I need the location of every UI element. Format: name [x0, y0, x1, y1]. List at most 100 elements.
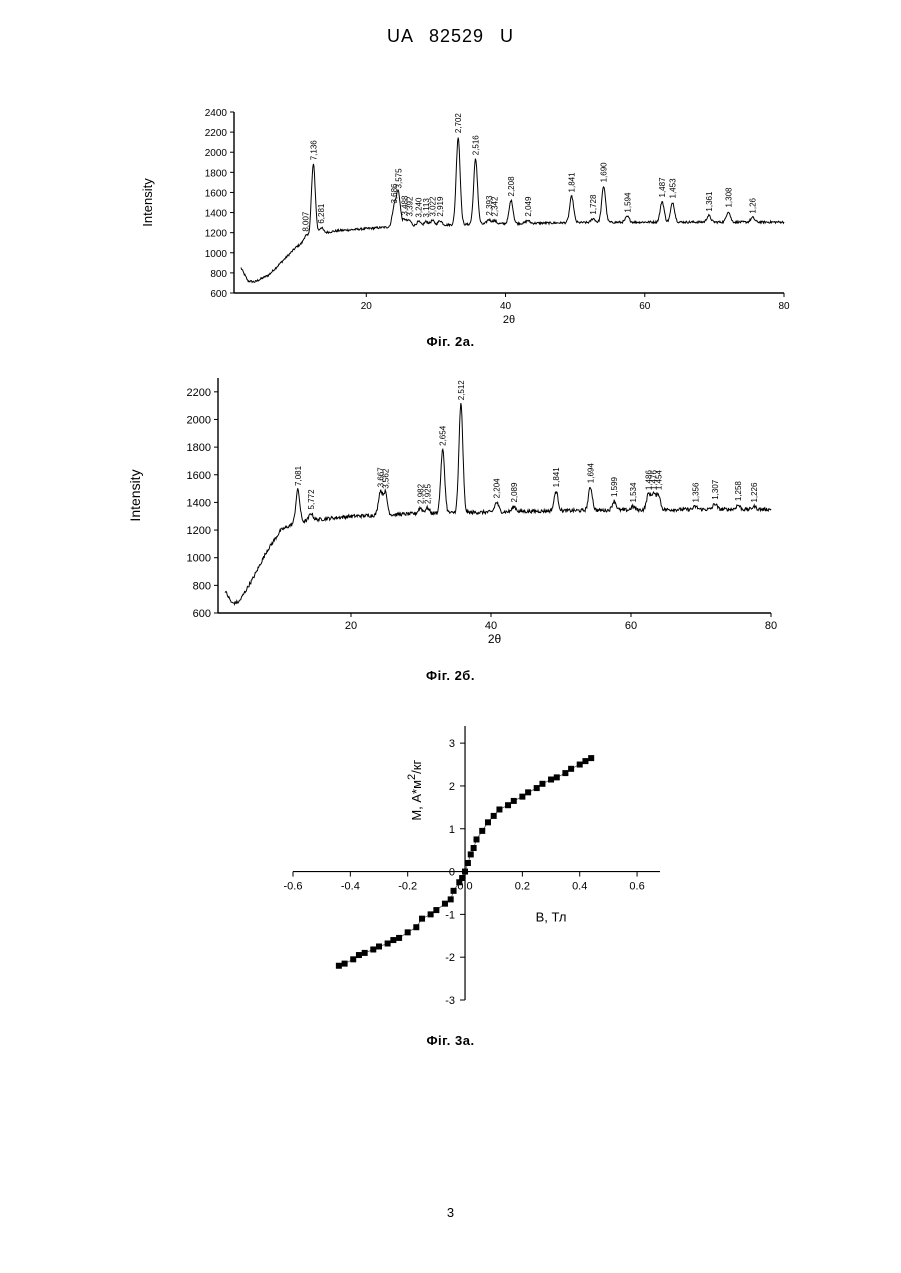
data-point	[356, 952, 362, 958]
y-tick-label: 1200	[187, 525, 211, 537]
peak-label: 1,694	[586, 463, 595, 484]
data-point	[479, 828, 485, 834]
caption-fig2a: Фіг. 2а.	[0, 334, 901, 349]
data-point	[539, 781, 545, 787]
peak-label: 1,26	[749, 197, 758, 213]
peak-label: 1,599	[610, 476, 619, 497]
peak-label: 3,392	[405, 196, 414, 217]
x-tick-label: -0.2	[398, 881, 417, 893]
y-tick-label: 1000	[205, 249, 228, 260]
peak-label: 3,575	[394, 168, 403, 189]
data-point	[505, 802, 511, 808]
xrd-chart-fig2b: 6008001000120014001600180020002200204060…	[0, 370, 901, 655]
y-tick-label: 0	[449, 867, 455, 879]
peak-label: 1,487	[658, 177, 667, 198]
x-axis-label: B, Тл	[536, 910, 567, 925]
x-tick-label: 0.4	[572, 881, 587, 893]
x-tick-label: 60	[639, 301, 651, 312]
peak-label: 1,308	[724, 187, 733, 208]
y-tick-label: 1800	[187, 442, 211, 454]
data-point	[582, 758, 588, 764]
x-tick-label: 60	[625, 620, 637, 632]
peak-label: 2,654	[439, 425, 448, 446]
magnetization-chart-fig3a: -0.6-0.4-0.20.00.20.40.6-3-2-10123B, ТлM…	[0, 720, 901, 1020]
caption-fig3a: Фіг. 3а.	[0, 1033, 901, 1048]
data-point	[471, 845, 477, 851]
x-tick-label: -0.6	[284, 881, 303, 893]
data-point	[362, 950, 368, 956]
x-tick-label: 20	[361, 301, 373, 312]
data-point	[496, 806, 502, 812]
peak-label: 1,534	[629, 482, 638, 503]
peak-label: 1,454	[654, 470, 663, 491]
data-point	[442, 901, 448, 907]
y-tick-label: 600	[210, 289, 227, 300]
data-point	[562, 770, 568, 776]
data-point	[548, 777, 554, 783]
y-tick-label: 1600	[187, 470, 211, 482]
data-point	[474, 836, 480, 842]
peak-label: 1,453	[669, 178, 678, 199]
peak-label: 1,594	[623, 192, 632, 213]
peak-label: 1,361	[705, 191, 714, 212]
y-tick-label: 1	[449, 824, 455, 836]
peak-label: 1,356	[691, 482, 700, 503]
peak-label: 8,007	[302, 211, 311, 232]
peak-label: 2,702	[454, 113, 463, 134]
data-point	[390, 937, 396, 943]
y-tick-label: 2	[449, 781, 455, 793]
y-tick-label: -1	[445, 909, 455, 921]
data-point	[554, 774, 560, 780]
peak-label: 7,081	[294, 465, 303, 486]
x-tick-label: 0.6	[629, 881, 644, 893]
data-point	[462, 869, 468, 875]
x-axis-label: 2θ	[503, 314, 515, 326]
data-point	[405, 929, 411, 935]
peak-label: 1,728	[589, 194, 598, 215]
y-tick-label: 800	[193, 580, 211, 592]
data-point	[485, 819, 491, 825]
peak-label: 2,208	[507, 176, 516, 197]
peak-label: 1,841	[552, 467, 561, 488]
x-tick-label: 80	[778, 301, 790, 312]
xrd-chart-fig2a: 6008001000120014001600180020002200240020…	[0, 95, 901, 330]
y-tick-label: 800	[210, 269, 227, 280]
y-tick-label: 2200	[205, 128, 228, 139]
y-tick-label: -2	[445, 952, 455, 964]
x-tick-label: 0.2	[515, 881, 530, 893]
data-point	[433, 907, 439, 913]
data-point	[519, 794, 525, 800]
peak-label: 2,512	[457, 380, 466, 401]
y-tick-label: 600	[193, 608, 211, 620]
x-tick-label: 40	[485, 620, 497, 632]
x-tick-label: 20	[345, 620, 357, 632]
x-tick-label: 40	[500, 301, 512, 312]
data-point	[385, 940, 391, 946]
data-point	[350, 956, 356, 962]
peak-label: 1,690	[600, 162, 609, 183]
y-tick-label: 1800	[205, 168, 228, 179]
data-point	[413, 924, 419, 930]
data-point	[448, 896, 454, 902]
y-axis-label: Intensity	[127, 469, 143, 521]
peak-label: 6,281	[317, 203, 326, 224]
y-tick-label: 3	[449, 738, 455, 750]
data-point	[376, 943, 382, 949]
data-point	[511, 798, 517, 804]
peak-label: 7,136	[309, 140, 318, 161]
peak-label: 1,226	[750, 482, 759, 503]
peak-label: 3,562	[381, 468, 390, 489]
y-tick-label: 1000	[187, 553, 211, 565]
data-point	[342, 961, 348, 967]
data-point	[396, 935, 402, 941]
peak-label: 2,516	[472, 135, 481, 156]
data-point	[336, 963, 342, 969]
y-tick-label: 2000	[187, 414, 211, 426]
peak-label: 2,342	[490, 196, 499, 217]
data-point	[568, 766, 574, 772]
y-tick-label: 1400	[205, 209, 228, 220]
data-point	[370, 946, 376, 952]
y-tick-label: 2200	[187, 387, 211, 399]
data-point	[468, 851, 474, 857]
y-axis-label: M, А*м2/кг	[406, 760, 424, 821]
